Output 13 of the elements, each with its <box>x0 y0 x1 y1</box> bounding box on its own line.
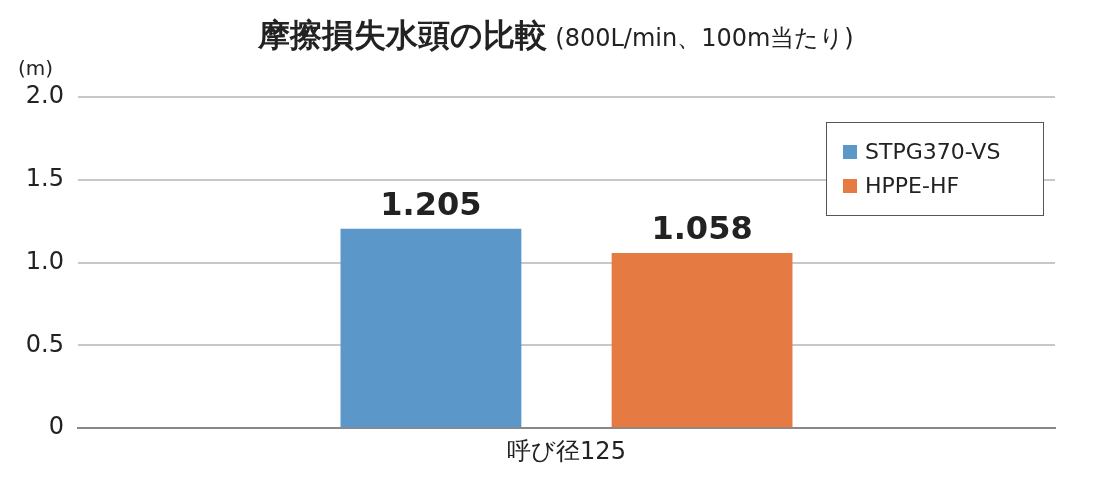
y-tick-label: 2.0 <box>25 81 64 110</box>
chart-subtitle: (800L/min、100m当たり) <box>555 24 854 52</box>
y-tick-label: 0 <box>48 412 64 441</box>
y-axis-title: (m) <box>18 56 54 80</box>
y-tick-label: 0.5 <box>25 329 64 358</box>
y-tick-label: 1.5 <box>25 164 64 193</box>
data-label: 1.058 <box>651 209 753 248</box>
x-tick-label: 呼び径125 <box>507 436 626 465</box>
data-label: 1.205 <box>380 184 482 223</box>
y-tick-label: 1.0 <box>25 246 64 275</box>
chart-title: 摩擦損失水頭の比較 <box>258 16 548 54</box>
legend-label: HPPE-HF <box>865 172 960 200</box>
legend-label: STPG370-VS <box>865 138 1001 166</box>
